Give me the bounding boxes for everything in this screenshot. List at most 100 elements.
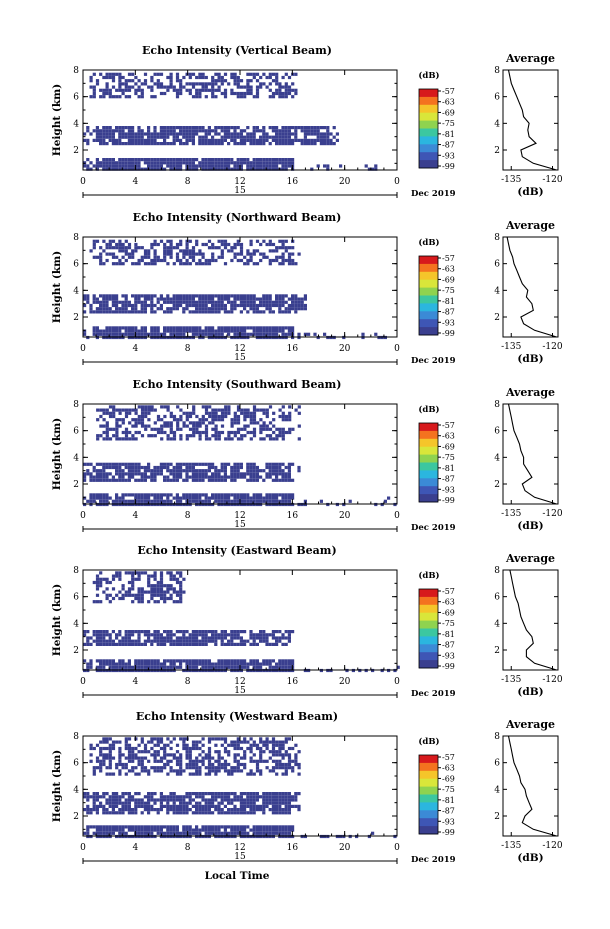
echo-cell (108, 242, 112, 247)
echo-cell (259, 769, 263, 773)
echo-cell (137, 828, 141, 832)
echo-cell (127, 750, 132, 754)
echo-cell (243, 740, 247, 744)
echo-cell (278, 831, 282, 835)
echo-cell (243, 326, 247, 330)
echo-cell (153, 95, 157, 99)
x-tick-label: 8 (185, 843, 191, 853)
echo-cell (249, 746, 253, 751)
echo-cell (111, 255, 116, 259)
y-tick-label: 2 (73, 812, 79, 822)
echo-cell (214, 737, 218, 741)
echo-cell (271, 469, 275, 473)
echo-cell (105, 478, 109, 482)
echo-cell (118, 740, 122, 744)
echo-cell (153, 239, 157, 243)
echo-cell (188, 158, 192, 162)
average-x-label: (dB) (517, 852, 543, 864)
echo-cell (156, 258, 160, 263)
echo-cell (175, 88, 180, 92)
echo-cell (268, 750, 272, 754)
echo-cell (172, 792, 176, 796)
echo-cell (92, 465, 96, 470)
echo-cell (217, 332, 221, 336)
echo-cell (191, 300, 195, 304)
echo-cell (140, 766, 144, 770)
echo-cell (159, 332, 163, 336)
echo-cell (239, 762, 244, 767)
echo-cell (223, 740, 228, 744)
echo-cell (185, 326, 189, 330)
echo-cell (224, 414, 228, 419)
echo-cell (287, 472, 291, 476)
echo-cell (233, 246, 237, 250)
echo-cell (281, 808, 285, 812)
echo-cell (172, 326, 176, 330)
echo-cell (124, 132, 128, 136)
echo-cell (163, 825, 167, 829)
echo-cell (118, 75, 122, 80)
x-tick-label: 20 (339, 843, 351, 853)
echo-cell (259, 630, 263, 634)
echo-cell (243, 801, 247, 805)
echo-cell (249, 756, 253, 760)
echo-cell (188, 294, 192, 298)
echo-cell (95, 600, 100, 604)
echo-cell (111, 639, 115, 643)
echo-cell (297, 138, 301, 142)
echo-cell (131, 310, 135, 314)
echo-cell (185, 418, 189, 422)
echo-cell (214, 499, 218, 503)
echo-cell (233, 242, 237, 247)
echo-cell (153, 639, 157, 643)
echo-cell (246, 462, 250, 466)
echo-cell (268, 164, 272, 168)
echo-cell (191, 665, 195, 669)
echo-cell (233, 759, 237, 763)
colorbar-tick-label: -99 (442, 329, 455, 338)
echo-cell (297, 750, 301, 754)
echo-cell (297, 766, 301, 770)
echo-cell (143, 630, 147, 634)
echo-cell (159, 574, 164, 578)
echo-cell (262, 252, 266, 256)
echo-cell (147, 662, 151, 666)
echo-cell (252, 798, 256, 802)
echo-cell (124, 831, 128, 835)
echo-cell (185, 639, 189, 643)
echo-cell (121, 303, 125, 308)
echo-cell (239, 798, 243, 802)
colorbar-band (419, 604, 438, 614)
echo-cell (230, 424, 234, 428)
echo-cell (169, 478, 173, 482)
echo-cell (172, 587, 176, 591)
echo-cell (291, 828, 295, 832)
echo-cell (99, 577, 103, 581)
echo-cell (303, 307, 307, 311)
echo-cell (284, 307, 288, 311)
echo-cell (89, 75, 93, 80)
echo-cell (278, 427, 282, 431)
echo-cell (239, 662, 243, 666)
echo-cell (239, 801, 243, 805)
echo-cell (182, 411, 186, 415)
echo-cell (102, 95, 106, 99)
echo-cell (227, 297, 231, 301)
echo-cell (220, 424, 225, 428)
echo-cell (143, 255, 148, 259)
echo-cell (156, 828, 160, 832)
echo-cell (121, 472, 125, 476)
echo-cell (185, 636, 189, 640)
average-x-label: (dB) (517, 686, 543, 698)
echo-cell (233, 472, 237, 476)
echo-cell (198, 769, 202, 773)
echo-cell (207, 740, 212, 744)
echo-cell (134, 88, 138, 92)
echo-cell (188, 326, 192, 330)
echo-cell (284, 762, 288, 767)
echo-cell (172, 665, 176, 669)
echo-cell (143, 831, 147, 835)
echo-cell (118, 126, 122, 130)
echo-cell (211, 91, 215, 96)
